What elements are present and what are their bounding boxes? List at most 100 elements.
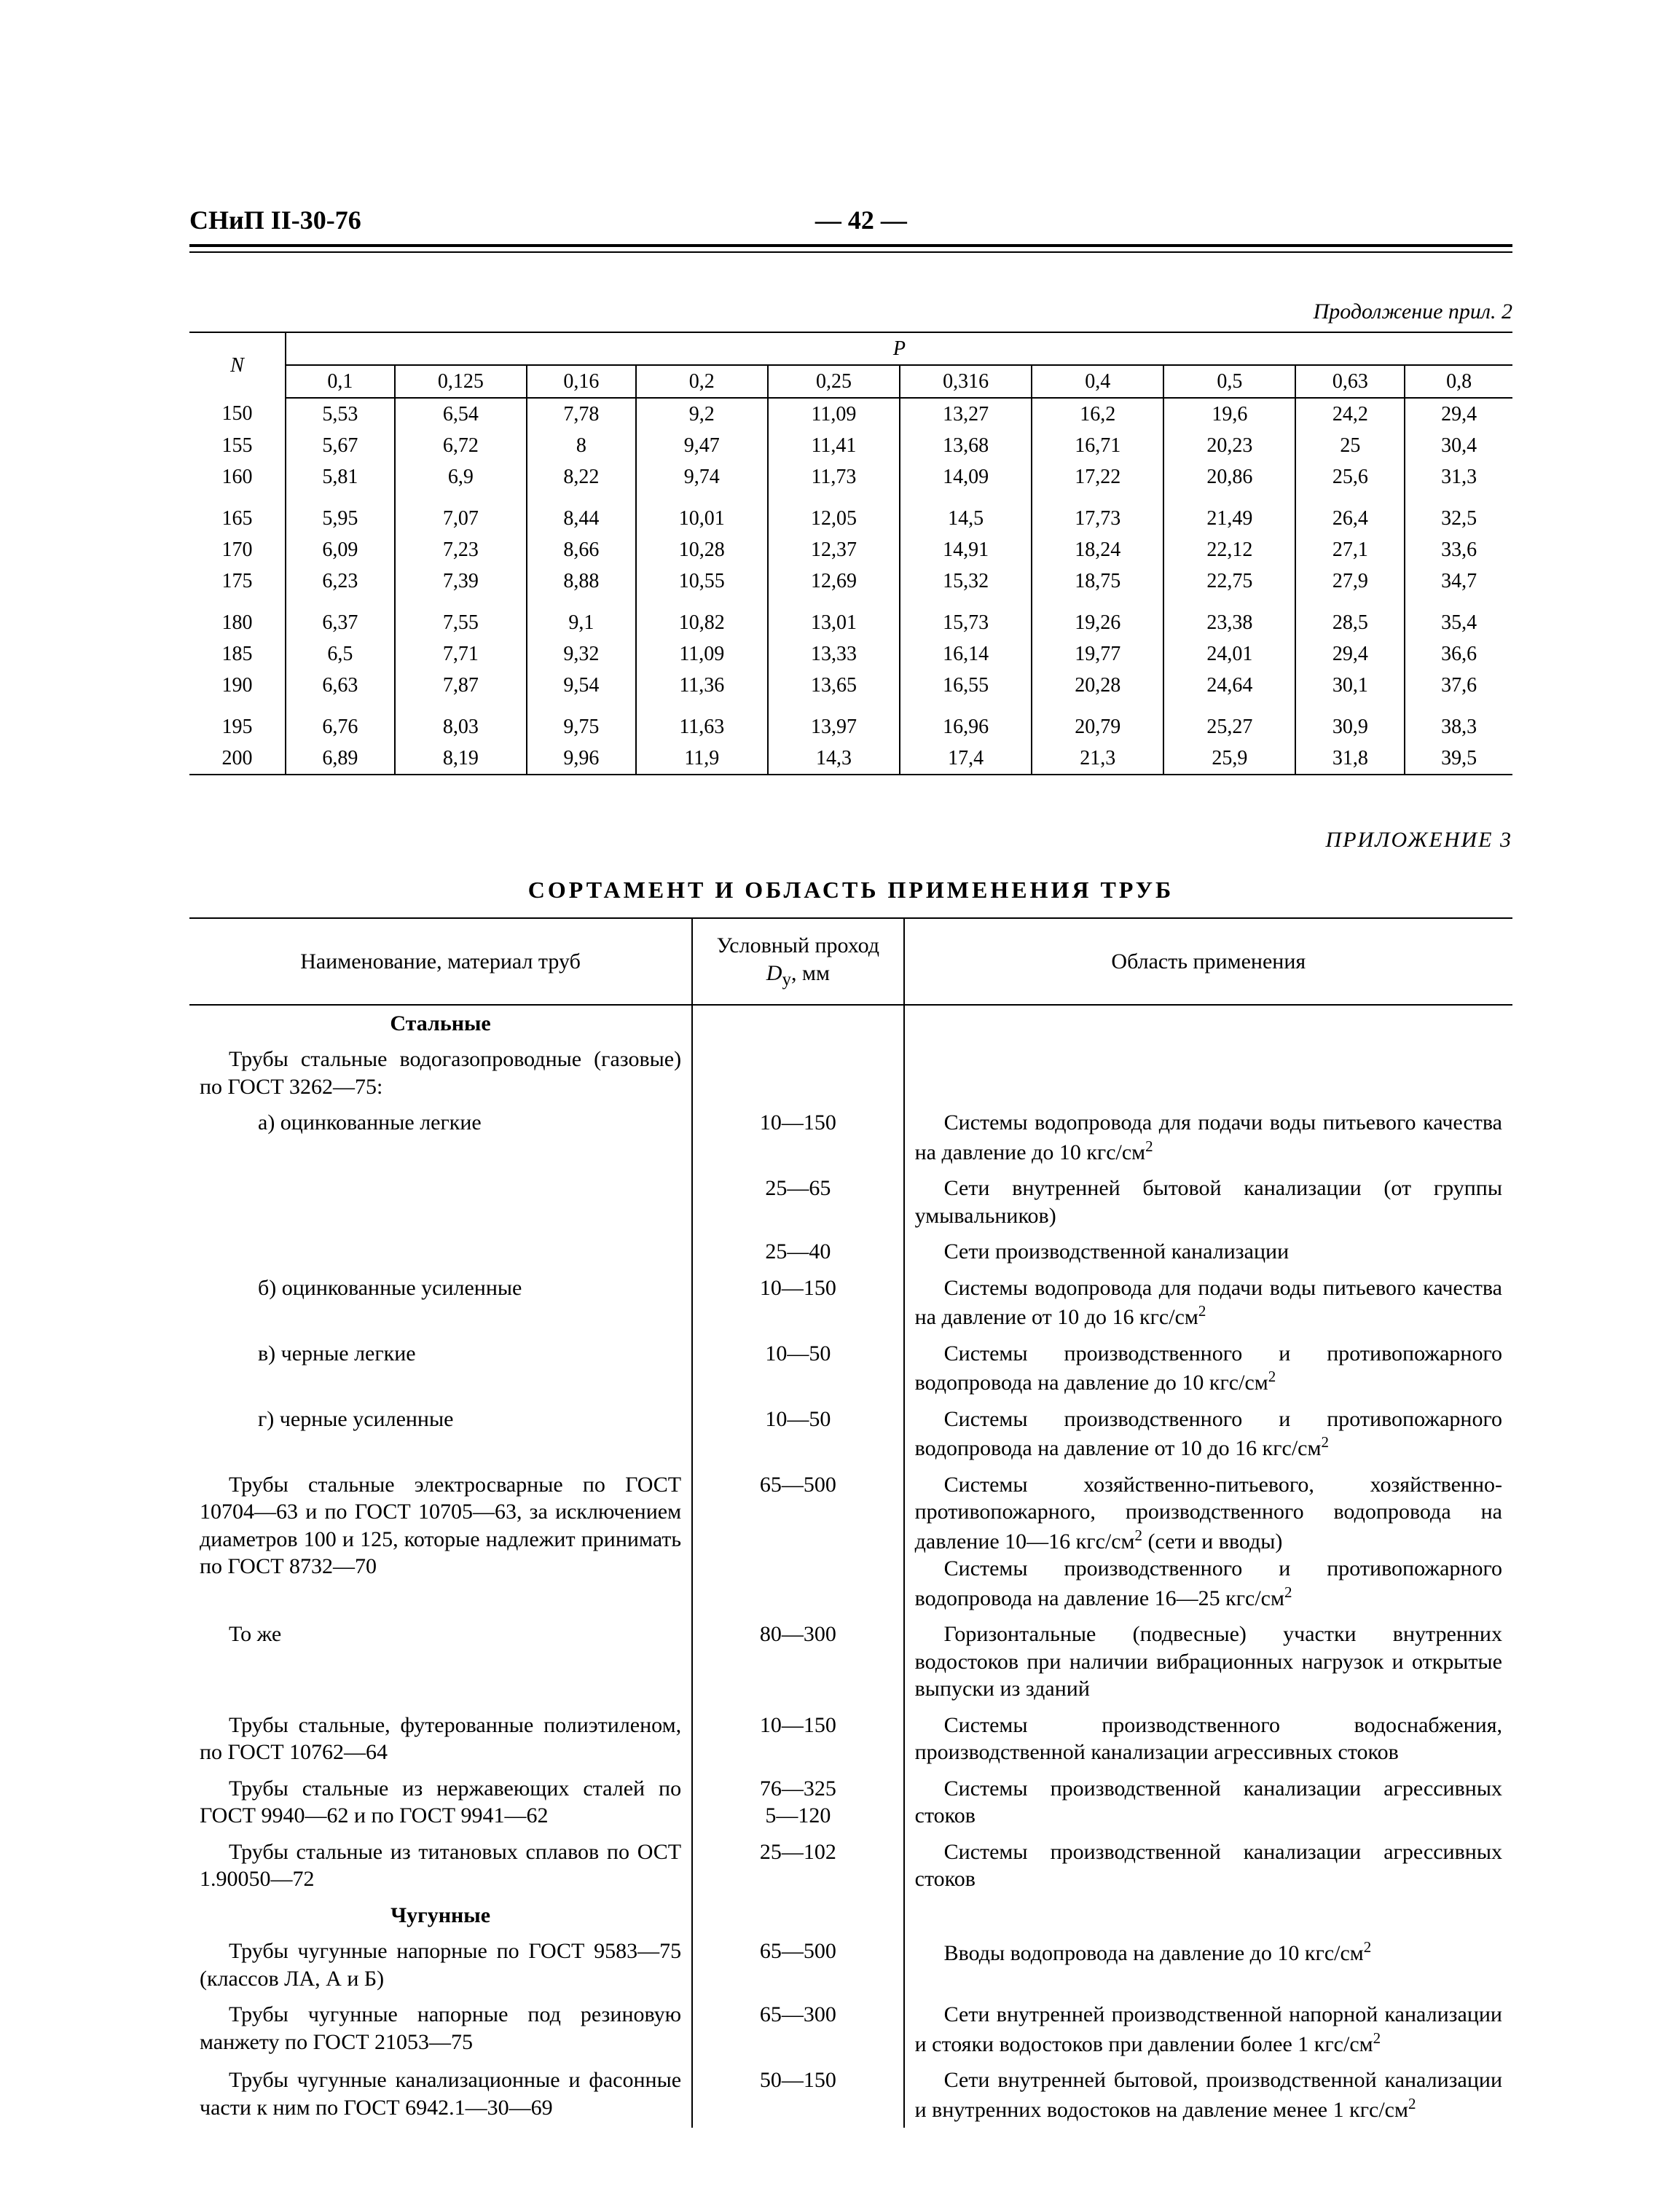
table-row: Трубы стальные из нержавеющих сталей по …: [189, 1771, 1512, 1834]
table-cell: 30,9: [1295, 701, 1405, 743]
pipe-dy: 65—500: [692, 1467, 904, 1617]
table-cell: 29,4: [1405, 398, 1512, 430]
pipe-dy: 10—150: [692, 1707, 904, 1771]
pipe-scope: Системы производственного и противопожар…: [904, 1401, 1512, 1467]
table-cell: 10,01: [636, 493, 768, 534]
pipe-name: Трубы стальные электросварные по ГОСТ 10…: [189, 1467, 692, 1617]
table-cell: 5,67: [286, 430, 395, 461]
table-cell: 14,5: [900, 493, 1032, 534]
table-cell: 6,63: [286, 670, 395, 701]
pipe-scope: Системы хозяйственно-питьевого, хозяйств…: [904, 1467, 1512, 1617]
table-cell: 11,9: [636, 743, 768, 775]
p-col-header: 0,2: [636, 365, 768, 398]
table-cell: 18,75: [1032, 565, 1163, 597]
table-cell: [904, 1005, 1512, 1042]
table-cell: 12,69: [768, 565, 900, 597]
table-cell: 10,28: [636, 534, 768, 565]
table-row: 25—65Сети внутренней бытовой канализации…: [189, 1170, 1512, 1234]
pipe-name: Трубы чугунные напорные по ГОСТ 9583—75 …: [189, 1933, 692, 1997]
table-cell: 13,27: [900, 398, 1032, 430]
pipe-dy: 10—150: [692, 1270, 904, 1336]
table-cell: 24,2: [1295, 398, 1405, 430]
table-cell: 5,81: [286, 461, 395, 493]
table-cell: 19,6: [1163, 398, 1295, 430]
table-cell: 16,55: [900, 670, 1032, 701]
header-rule: [189, 251, 1512, 253]
table-cell: 200: [189, 743, 286, 775]
table-cell: 8,88: [527, 565, 636, 597]
table-cell: 9,1: [527, 597, 636, 638]
table-cell: 160: [189, 461, 286, 493]
table-cell: 20,79: [1032, 701, 1163, 743]
table-cell: 22,75: [1163, 565, 1295, 597]
table-cell: 16,71: [1032, 430, 1163, 461]
table-cell: 7,07: [395, 493, 527, 534]
table-cell: 10,82: [636, 597, 768, 638]
pipe-dy: 65—300: [692, 1997, 904, 2062]
table-row: Трубы чугунные напорные по ГОСТ 9583—75 …: [189, 1933, 1512, 1997]
pipe-dy: 10—50: [692, 1401, 904, 1467]
table-cell: 6,5: [286, 638, 395, 670]
p-col-header: 0,16: [527, 365, 636, 398]
appendix-label: ПРИЛОЖЕНИЕ 3: [189, 826, 1512, 854]
continuation-label: Продолжение прил. 2: [189, 298, 1512, 326]
table-cell: 11,09: [768, 398, 900, 430]
pipe-name: б) оцинкованные усиленные: [189, 1270, 692, 1336]
table-cell: 6,54: [395, 398, 527, 430]
pipe-name: Трубы чугунные напорные под резиновую ма…: [189, 1997, 692, 2062]
table-row: 1956,768,039,7511,6313,9716,9620,7925,27…: [189, 701, 1512, 743]
table-cell: 30,1: [1295, 670, 1405, 701]
table-row: 1555,676,7289,4711,4113,6816,7120,232530…: [189, 430, 1512, 461]
pressure-table-head: N P 0,10,1250,160,20,250,3160,40,50,630,…: [189, 332, 1512, 398]
table-cell: 11,36: [636, 670, 768, 701]
table-cell: 16,2: [1032, 398, 1163, 430]
p-col-header: 0,4: [1032, 365, 1163, 398]
table-row: Трубы стальные электросварные по ГОСТ 10…: [189, 1467, 1512, 1617]
table-cell: 6,37: [286, 597, 395, 638]
table-cell: 170: [189, 534, 286, 565]
table-cell: 195: [189, 701, 286, 743]
pipe-dy: [692, 1041, 904, 1105]
col-p-header: P: [286, 332, 1512, 365]
table-cell: 8,22: [527, 461, 636, 493]
pipe-scope: Системы производственной канализации агр…: [904, 1834, 1512, 1897]
table-row: Трубы стальные, футерованные полиэтиле­н…: [189, 1707, 1512, 1771]
table-row: Трубы чугунные канализационные и фасон­н…: [189, 2062, 1512, 2128]
pipe-name: а) оцинкованные легкие: [189, 1105, 692, 1170]
table-cell: 7,87: [395, 670, 527, 701]
pipe-scope: Системы производственного и противопожар…: [904, 1336, 1512, 1401]
table-cell: 17,4: [900, 743, 1032, 775]
table-cell: [904, 1897, 1512, 1934]
table-cell: 8,03: [395, 701, 527, 743]
table-cell: 13,33: [768, 638, 900, 670]
pipe-name: [189, 1234, 692, 1270]
table-cell: 6,23: [286, 565, 395, 597]
table-cell: 7,23: [395, 534, 527, 565]
table-cell: 14,3: [768, 743, 900, 775]
table-cell: 15,73: [900, 597, 1032, 638]
p-col-header: 0,25: [768, 365, 900, 398]
table-row: Трубы стальные из титановых сплавов по О…: [189, 1834, 1512, 1897]
table-cell: 6,09: [286, 534, 395, 565]
pipe-name: [189, 1170, 692, 1234]
col-dy-header: Условный проходDу, мм: [692, 918, 904, 1005]
pipe-scope: Системы производственного водоснабжения,…: [904, 1707, 1512, 1771]
table-cell: 9,32: [527, 638, 636, 670]
table-cell: 185: [189, 638, 286, 670]
table-cell: 8,19: [395, 743, 527, 775]
table-row: 1906,637,879,5411,3613,6516,5520,2824,64…: [189, 670, 1512, 701]
table-cell: 180: [189, 597, 286, 638]
table-cell: 9,96: [527, 743, 636, 775]
table-cell: 18,24: [1032, 534, 1163, 565]
table-cell: 24,64: [1163, 670, 1295, 701]
col-name-header: Наименование, материал труб: [189, 918, 692, 1005]
pipe-scope: Сети внутренней производственной напорно…: [904, 1997, 1512, 2062]
table-row: То же80—300Горизонтальные (подвесные) уч…: [189, 1616, 1512, 1707]
pipe-dy: 10—50: [692, 1336, 904, 1401]
table-cell: 22,12: [1163, 534, 1295, 565]
table-cell: 15,32: [900, 565, 1032, 597]
table-cell: 35,4: [1405, 597, 1512, 638]
sortament-table: Наименование, материал труб Условный про…: [189, 917, 1512, 2128]
col-n-header: N: [189, 332, 286, 398]
table-cell: 9,2: [636, 398, 768, 430]
